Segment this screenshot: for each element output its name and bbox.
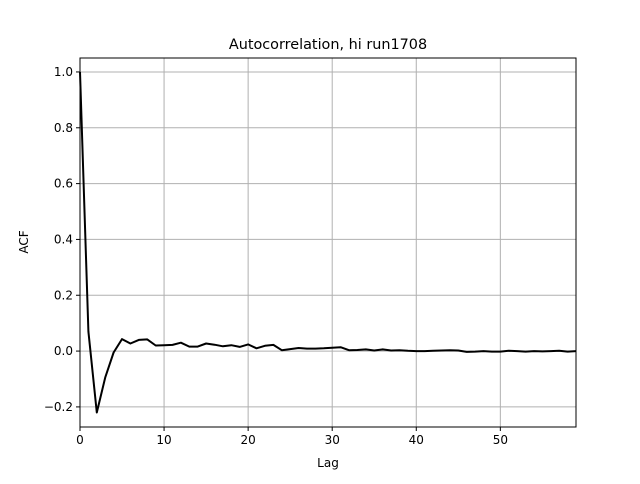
x-tick-label: 40 [409,433,424,447]
x-tick-label: 30 [325,433,340,447]
chart-title: Autocorrelation, hi run1708 [229,37,427,53]
grid [79,58,576,427]
x-tick-label: 50 [493,433,508,447]
y-axis-label: ACF [17,230,31,253]
y-tick-label: 1.0 [54,65,73,79]
axes-frame [79,57,577,428]
acf-line [79,71,577,414]
x-tick-label: 20 [240,433,255,447]
ticks: 0 10 20 30 40 50 −0.2 0.0 0.2 0.4 0.6 0.8 1.0 [44,65,508,447]
y-tick-label: 0.2 [54,288,73,302]
y-tick-label: 0.0 [54,344,73,358]
x-axis-label: Lag [317,456,339,470]
y-tick-label: −0.2 [44,400,73,414]
y-tick-label: 0.6 [54,177,73,191]
y-tick-label: 0.8 [54,121,73,135]
x-tick-label: 0 [76,433,84,447]
x-tick-label: 10 [156,433,171,447]
y-tick-label: 0.4 [54,232,73,246]
